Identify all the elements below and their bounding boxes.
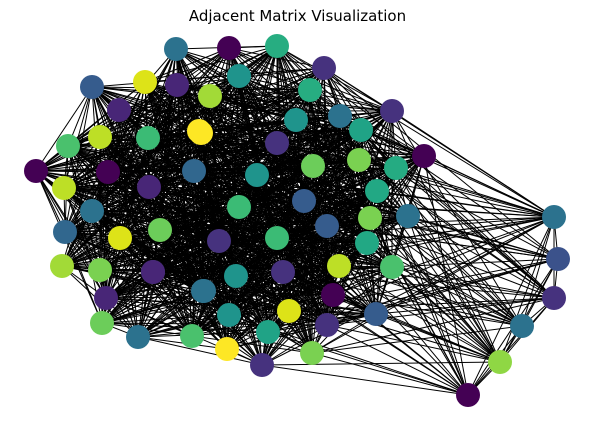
graph-node [396, 204, 420, 228]
graph-node [217, 303, 241, 327]
graph-node [349, 118, 373, 142]
graph-node [384, 156, 408, 180]
graph-node [207, 229, 231, 253]
graph-node [364, 302, 388, 326]
graph-node [148, 218, 172, 242]
graph-node [250, 353, 274, 377]
graph-node [192, 279, 216, 303]
graph-node [224, 264, 248, 288]
graph-node [365, 179, 389, 203]
graph-node [456, 383, 480, 407]
graph-node [80, 199, 104, 223]
graph-node [300, 341, 324, 365]
graph-node [88, 125, 112, 149]
graph-node [542, 205, 566, 229]
graph-edge [468, 217, 554, 395]
graph-node [328, 104, 352, 128]
graph-node [298, 78, 322, 102]
graph-node [136, 126, 160, 150]
graph-node [380, 99, 404, 123]
graph-node [126, 325, 150, 349]
graph-edge [392, 267, 500, 362]
graph-node [141, 260, 165, 284]
graph-node [380, 255, 404, 279]
graph-node [80, 75, 104, 99]
graph-node [53, 220, 77, 244]
graph-node [327, 254, 351, 278]
graph-node [215, 337, 239, 361]
graph-node [245, 163, 269, 187]
graph-node [321, 283, 345, 307]
graph-node [265, 131, 289, 155]
graph-node [187, 119, 211, 143]
graph-node [107, 98, 131, 122]
graph-node [315, 214, 339, 238]
graph-node [227, 64, 251, 88]
graph-edge [312, 353, 468, 395]
graph-node [265, 34, 289, 58]
graph-node [108, 226, 132, 250]
graph-node [50, 254, 74, 278]
graph-node [488, 350, 512, 374]
graph-node [510, 314, 534, 338]
graph-node [271, 260, 295, 284]
graph-node [355, 231, 379, 255]
graph-node [315, 313, 339, 337]
graph-node [217, 36, 241, 60]
graph-node [277, 299, 301, 323]
graph-node [412, 144, 436, 168]
graph-node [24, 159, 48, 183]
graph-node [137, 175, 161, 199]
graph-node [96, 160, 120, 184]
graph-node [94, 286, 118, 310]
graph-node [265, 226, 289, 250]
graph-node [52, 176, 76, 200]
graph-node [90, 311, 114, 335]
graph-node [312, 56, 336, 80]
graph-node [542, 286, 566, 310]
graph-node [347, 148, 371, 172]
graph-node [180, 324, 204, 348]
graph-node [165, 73, 189, 97]
graph-node [133, 70, 157, 94]
graph-edge [262, 362, 500, 365]
graph-node [198, 84, 222, 108]
graph-node [301, 154, 325, 178]
graph-node [164, 37, 188, 61]
graph-node [227, 195, 251, 219]
graph-node [546, 247, 570, 271]
graph-node [182, 159, 206, 183]
graph-node [256, 320, 280, 344]
graph-node [358, 206, 382, 230]
graph-node [56, 134, 80, 158]
graph-node [292, 189, 316, 213]
graph-node [88, 258, 112, 282]
graph-node [284, 108, 308, 132]
graph-edges [36, 46, 558, 395]
